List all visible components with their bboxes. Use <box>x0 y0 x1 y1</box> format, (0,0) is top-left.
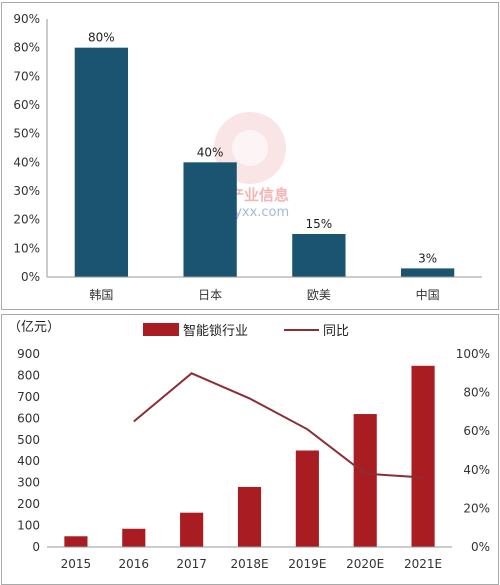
bar <box>353 414 377 547</box>
bar <box>122 528 146 547</box>
y-left-tick-label: 600 <box>17 411 40 425</box>
yoy-line <box>133 372 424 479</box>
legend: 智能锁行业 同比 <box>143 323 349 339</box>
market-size-chart-panel: （亿元） 智能锁行业 同比 0 100 200 300 400 500 600 700 800 9… <box>0 312 500 585</box>
bar <box>292 234 346 277</box>
x-tick-label: 2018E <box>230 557 268 571</box>
legend-bar-label: 智能锁行业 <box>183 323 248 339</box>
data-label: 80% <box>88 31 115 45</box>
y-left-tick-label: 300 <box>17 476 40 490</box>
y-right-tick-label: 20% <box>463 501 490 515</box>
y-left-tick-label: 400 <box>17 454 40 468</box>
y-tick-label: 20% <box>13 213 40 227</box>
y-left-tick-label: 100 <box>17 519 40 533</box>
bar <box>237 486 262 547</box>
y-left-tick-label: 800 <box>17 368 40 382</box>
x-tick-label: 欧美 <box>307 288 331 302</box>
y-right-tick-label: 40% <box>463 463 490 477</box>
data-label: 40% <box>197 145 224 159</box>
y-right-tick-label: 100% <box>456 347 490 361</box>
unit-label: （亿元） <box>8 320 60 335</box>
x-tick-label: 2021E <box>404 557 442 571</box>
x-tick-label: 2015 <box>61 557 92 571</box>
y-right-tick-label: 80% <box>463 386 490 400</box>
y-tick-label: 30% <box>13 184 40 198</box>
y-tick-label: 80% <box>13 41 40 55</box>
data-label: 15% <box>306 217 333 231</box>
x-tick-label: 2020E <box>346 557 384 571</box>
y-tick-label: 90% <box>13 12 40 26</box>
y-left-tick-label: 900 <box>17 347 40 361</box>
bar <box>64 536 88 547</box>
data-label: 3% <box>418 251 437 265</box>
legend-bar-swatch <box>143 323 179 336</box>
y-tick-label: 40% <box>13 155 40 169</box>
y-left-tick-label: 500 <box>17 433 40 447</box>
legend-line-label: 同比 <box>323 324 349 339</box>
x-tick-label: 2017 <box>176 557 207 571</box>
penetration-bar-chart: 智研产业信息 chyxx.com 0%10%20%30%40%50%60%70%… <box>13 12 482 302</box>
chart-frame <box>1 2 499 310</box>
bar <box>183 162 237 277</box>
bar <box>411 365 435 547</box>
y-left-tick-label: 700 <box>17 390 40 404</box>
y-right-tick-label: 60% <box>463 424 490 438</box>
x-tick-label: 日本 <box>198 288 222 302</box>
penetration-chart-panel: 智研产业信息 chyxx.com 0% 10% 20% 30% 40% 50% 60% 70%… <box>0 0 500 312</box>
y-tick-label: 10% <box>13 241 40 255</box>
y-right-tick-label: 0% <box>471 540 490 554</box>
x-tick-label: 2016 <box>119 557 150 571</box>
x-tick-label: 中国 <box>416 287 440 302</box>
x-tick-label: 2019E <box>288 557 326 571</box>
y-left-tick-label: 0 <box>32 540 40 554</box>
y-tick-label: 0% <box>21 270 40 284</box>
watermark-logo-inner-icon <box>232 130 268 166</box>
bar <box>74 47 129 277</box>
y-tick-label: 50% <box>13 127 40 141</box>
bar <box>295 450 319 547</box>
bar <box>180 512 204 547</box>
market-size-combo-chart: （亿元） 智能锁行业 同比 0 100 200 300 400 500 600 700 800 9… <box>8 320 490 571</box>
y-tick-label: 60% <box>13 98 40 112</box>
x-tick-label: 韩国 <box>89 287 113 302</box>
y-tick-label: 70% <box>13 69 40 83</box>
bar <box>400 268 455 277</box>
y-left-tick-label: 200 <box>17 497 40 511</box>
